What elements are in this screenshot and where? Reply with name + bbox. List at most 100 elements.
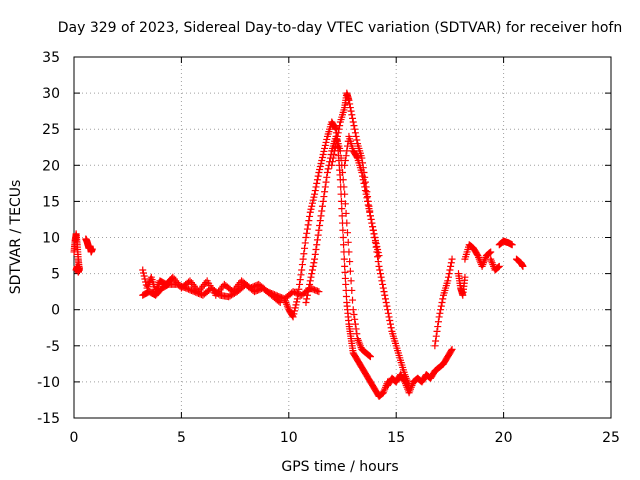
data-point-interp xyxy=(321,144,329,152)
data-point-interp xyxy=(300,250,308,258)
data-point-interp xyxy=(301,244,309,252)
data-point-interp xyxy=(312,246,320,254)
data-point-interp xyxy=(329,154,337,162)
data-point-interp xyxy=(370,230,378,238)
data-point xyxy=(319,150,327,158)
data-point xyxy=(435,313,443,321)
data-point-interp xyxy=(304,221,312,229)
data-point-interp xyxy=(293,298,301,306)
data-point-interp xyxy=(447,259,455,267)
y-axis-label: SDTVAR / TECUs xyxy=(8,180,24,295)
data-point-interp xyxy=(351,129,359,137)
data-point xyxy=(371,234,379,241)
data-point-interp xyxy=(342,292,350,300)
data-point-interp xyxy=(313,179,321,187)
data-point xyxy=(319,197,327,205)
data-point-interp xyxy=(373,248,381,256)
data-point xyxy=(332,140,340,148)
data-point-interp xyxy=(318,202,326,210)
data-point-interp xyxy=(320,193,328,201)
data-point-interp xyxy=(337,154,345,162)
data-point xyxy=(362,190,370,198)
data-point-interp xyxy=(291,304,299,312)
data-point-interp xyxy=(340,255,348,263)
data-point-interp xyxy=(316,221,324,229)
data-point-interp xyxy=(296,276,304,284)
data-point-interp xyxy=(331,124,339,132)
data-point-interp xyxy=(342,152,350,160)
data-point-interp xyxy=(351,320,359,328)
data-point xyxy=(293,295,301,303)
data-point-interp xyxy=(377,273,385,281)
data-point-interp xyxy=(341,200,349,208)
data-point-interp xyxy=(321,188,329,196)
data-point-interp xyxy=(342,209,350,217)
y-tick-label: 35 xyxy=(42,50,60,66)
data-point xyxy=(311,255,319,263)
data-point-interp xyxy=(437,306,445,314)
data-point-interp xyxy=(335,125,343,133)
data-point xyxy=(328,161,336,169)
data-point xyxy=(366,212,374,220)
data-point-interp xyxy=(494,264,502,272)
data-point-interp xyxy=(298,261,306,269)
data-point-interp xyxy=(436,309,444,317)
data-point-interp xyxy=(304,288,312,296)
data-points xyxy=(70,89,527,400)
x-tick-label: 25 xyxy=(602,430,620,446)
data-point-interp xyxy=(344,229,352,237)
data-point-interp xyxy=(317,212,325,220)
data-point-interp xyxy=(338,212,346,220)
data-point-interp xyxy=(308,202,316,210)
data-point xyxy=(315,288,323,296)
data-point-interp xyxy=(361,187,369,195)
data-point-interp xyxy=(361,183,369,191)
data-point-interp xyxy=(359,172,367,180)
data-point-interp xyxy=(339,234,347,241)
data-point-interp xyxy=(447,262,455,270)
data-point-interp xyxy=(342,280,350,288)
data-point-interp xyxy=(303,225,311,233)
data-point-interp xyxy=(376,266,384,274)
data-point xyxy=(431,342,439,350)
data-point-interp xyxy=(314,172,322,180)
data-point-interp xyxy=(290,310,298,318)
data-point-interp xyxy=(434,323,442,331)
data-point-interp xyxy=(349,114,357,122)
data-point xyxy=(366,353,374,361)
y-tick-label: 20 xyxy=(42,158,60,174)
data-point-interp xyxy=(381,295,389,303)
data-point-interp xyxy=(330,150,338,158)
data-point-interp xyxy=(384,309,392,317)
y-tick-label: 5 xyxy=(51,267,60,283)
data-point-interp xyxy=(364,197,372,205)
data-point-interp xyxy=(297,271,305,279)
data-point-interp xyxy=(437,302,445,310)
data-point-interp xyxy=(310,259,318,267)
data-point-interp xyxy=(343,219,351,227)
data-point-interp xyxy=(309,262,317,270)
data-point-interp xyxy=(433,327,441,335)
data-point-interp xyxy=(353,330,361,338)
data-point-interp xyxy=(341,268,349,276)
y-tick-label: 0 xyxy=(51,303,60,319)
data-point xyxy=(444,277,452,285)
data-point-interp xyxy=(320,147,328,155)
data-point-interp xyxy=(360,179,368,187)
data-point-interp xyxy=(381,291,389,299)
data-point-interp xyxy=(364,201,372,209)
data-point-interp xyxy=(337,197,345,205)
data-point-interp xyxy=(323,173,331,181)
data-point-interp xyxy=(331,143,339,151)
data-point-interp xyxy=(369,223,377,231)
data-point-interp xyxy=(294,290,302,298)
data-point-interp xyxy=(306,212,314,220)
data-point-interp xyxy=(296,280,304,288)
data-point-interp xyxy=(305,217,313,225)
data-point-interp xyxy=(386,320,394,328)
data-point-interp xyxy=(312,183,320,191)
data-point xyxy=(519,262,527,270)
data-point-interp xyxy=(366,352,374,360)
data-point-interp xyxy=(316,163,324,171)
